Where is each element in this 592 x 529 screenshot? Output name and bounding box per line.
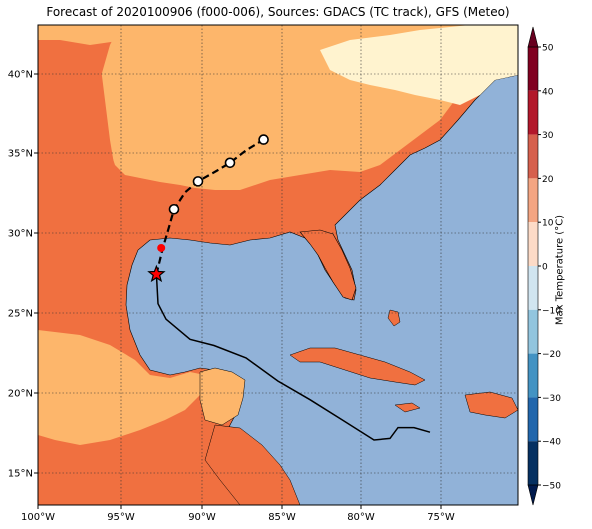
lon-tick-label: 90°W <box>188 512 216 523</box>
lat-tick-label: 25°N <box>8 309 33 320</box>
lon-tick-label: 80°W <box>347 512 375 523</box>
colorbar: 50 40 30 20 10 0 −10 −20 −30 −40 −50 <box>527 26 561 506</box>
colorbar-tick-label: 50 <box>542 44 554 54</box>
colorbar-segment <box>528 441 538 485</box>
longitude-ticks: 100°W 95°W 90°W 85°W 80°W 75°W <box>21 505 455 523</box>
lon-tick-label: 100°W <box>21 512 55 523</box>
colorbar-segment <box>528 47 538 91</box>
colorbar-tick-label: 0 <box>542 263 548 273</box>
colorbar-segment <box>528 266 538 310</box>
colorbar-tick-label: −50 <box>542 482 561 492</box>
past-track-line <box>155 274 431 441</box>
central-america <box>204 424 301 505</box>
lat-tick-label: 35°N <box>8 149 33 160</box>
bahamas <box>387 309 401 327</box>
forecast-point <box>192 176 204 187</box>
colorbar-segment <box>528 353 538 398</box>
colorbar-tick-label: 10 <box>542 219 554 229</box>
lon-tick-label: 95°W <box>107 512 135 523</box>
colorbar-tick-label: 40 <box>542 87 554 97</box>
forecast-point <box>224 157 236 169</box>
cuba <box>289 347 426 386</box>
colorbar-segment <box>528 309 538 354</box>
latitude-ticks: 40°N 35°N 30°N 25°N 20°N 15°N <box>8 70 38 480</box>
forecast-point <box>168 203 180 215</box>
colorbar-extend-max <box>527 26 539 48</box>
mild-band-northeast <box>320 25 518 105</box>
track-point <box>157 243 166 252</box>
colorbar-segment <box>528 222 538 266</box>
colorbar-tick-label: 30 <box>542 131 554 141</box>
jamaica <box>394 402 421 413</box>
warm-region-mexico <box>38 330 205 445</box>
lon-tick-label: 85°W <box>268 512 296 523</box>
gridlines <box>38 25 518 505</box>
lon-tick-label: 75°W <box>427 512 455 523</box>
colorbar-tick-label: −10 <box>542 306 561 316</box>
lat-tick-label: 15°N <box>8 469 33 480</box>
map-title: Forecast of 2020100906 (f000-006), Sourc… <box>46 5 510 19</box>
colorbar-label: Max Temperature (°C) <box>554 214 566 326</box>
colorbar-tick-label: −40 <box>542 438 561 448</box>
lat-tick-label: 30°N <box>8 229 33 240</box>
colorbar-tick-label: −30 <box>542 394 561 404</box>
forecast-point <box>258 134 269 145</box>
warm-region-west <box>38 25 125 45</box>
colorbar-segment <box>528 178 538 223</box>
colorbar-tick-label: 20 <box>542 175 554 185</box>
yucatan <box>199 367 246 426</box>
florida <box>299 229 357 301</box>
colorbar-segment <box>528 397 538 442</box>
forecast-track-line <box>155 138 265 275</box>
hot-region-texas <box>38 50 140 275</box>
lat-tick-label: 20°N <box>8 389 33 400</box>
colorbar-segment <box>528 90 538 135</box>
colorbar-segment <box>528 134 538 179</box>
colorbar-tick-label: −20 <box>542 350 561 360</box>
colorbar-extend-min <box>527 484 539 506</box>
current-position-star <box>147 264 166 283</box>
lat-tick-label: 40°N <box>8 70 33 81</box>
